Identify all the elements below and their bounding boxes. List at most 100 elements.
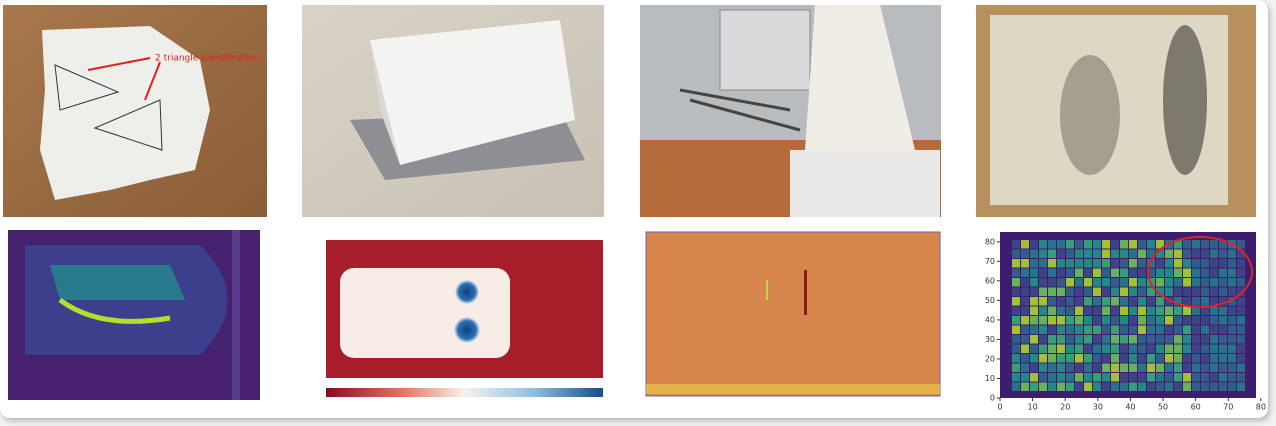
heatmap-cell (1030, 278, 1038, 287)
heatmap-cell (1111, 250, 1119, 259)
heatmap-cell (1129, 335, 1137, 344)
heatmap-cell (1192, 259, 1200, 268)
heatmap-cell (1111, 269, 1119, 278)
heatmap-cell (1228, 373, 1236, 382)
heatmap-cell (1048, 316, 1056, 325)
heatmap-cell (1165, 269, 1173, 278)
heatmap-cell (1174, 307, 1182, 316)
heatmap-cell (1102, 316, 1110, 325)
heatmap-cell (1066, 307, 1074, 316)
heatmap-cell (1201, 259, 1209, 268)
heatmap-cell (1120, 307, 1128, 316)
heatmap-cell (1111, 383, 1119, 392)
heatmap (1000, 232, 1256, 398)
heatmap-cell (1210, 278, 1218, 287)
heatmap-cell (1201, 373, 1209, 382)
heatmap-cell (1084, 307, 1092, 316)
heatmap-cell (1057, 259, 1065, 268)
heatmap-cell (1192, 335, 1200, 344)
heatmap-cell (1030, 269, 1038, 278)
heatmap-cell (1057, 288, 1065, 297)
heatmap-cell (1084, 240, 1092, 249)
heatmap-cell (1228, 316, 1236, 325)
heatmap-cell (1084, 259, 1092, 268)
heatmap-cell (1174, 354, 1182, 363)
heatmap-cell (1039, 364, 1047, 373)
heatmap-cell (1084, 383, 1092, 392)
heatmap-cell (1138, 326, 1146, 335)
heatmap-cell (1102, 345, 1110, 354)
heatmap-cell (1174, 364, 1182, 373)
heatmap-cell (1039, 345, 1047, 354)
heatmap-cell (1183, 335, 1191, 344)
heatmap-cell (1228, 335, 1236, 344)
heatmap (646, 232, 940, 396)
heatmap-cell (1237, 383, 1245, 392)
heatmap-cell (1093, 345, 1101, 354)
heatmap-cell (1039, 354, 1047, 363)
heatmap-cell (1174, 316, 1182, 325)
heatmap-cell (1201, 250, 1209, 259)
heatmap-cell (1147, 345, 1155, 354)
heatmap-cell (1111, 307, 1119, 316)
heatmap-cell (1012, 364, 1020, 373)
heatmap-cell (1147, 383, 1155, 392)
heatmap-cell (1201, 354, 1209, 363)
heatmap-cell (1075, 316, 1083, 325)
heatmap-cell (1237, 259, 1245, 268)
heatmap-cell (1021, 250, 1029, 259)
heatmap-cell (1237, 316, 1245, 325)
heatmap-cell (1057, 373, 1065, 382)
heatmap-cell (1219, 383, 1227, 392)
heatmap-cell (1039, 269, 1047, 278)
y-tick-label: 60 (985, 276, 995, 285)
heatmap-cell (1147, 354, 1155, 363)
heatmap-cell (1210, 240, 1218, 249)
heatmap-cell (1165, 288, 1173, 297)
x-tick-label: 40 (1125, 403, 1135, 412)
heatmap-cell (1030, 326, 1038, 335)
heatmap-cell (1093, 383, 1101, 392)
heatmap-cell (1219, 259, 1227, 268)
heatmap-cell (1102, 383, 1110, 392)
heatmap-cell (1228, 288, 1236, 297)
heatmap-cell (1183, 345, 1191, 354)
heatmap-cell (1228, 278, 1236, 287)
heatmap-cell (1237, 364, 1245, 373)
heatmap-cell (1039, 240, 1047, 249)
heatmap-cell (1174, 288, 1182, 297)
x-tick-label: 20 (1060, 403, 1070, 412)
y-tick-label: 40 (985, 315, 995, 324)
heatmap-cell (1048, 354, 1056, 363)
heatmap-cell (1012, 297, 1020, 306)
heatmap-cell (1111, 335, 1119, 344)
x-tick-label: 30 (1093, 403, 1103, 412)
heatmap-cell (1228, 383, 1236, 392)
heatmap-cell (1057, 383, 1065, 392)
heatmap-cell (1048, 250, 1056, 259)
y-tick-label: 0 (990, 394, 995, 403)
heatmap-cell (1183, 259, 1191, 268)
heatmap-cell (1138, 240, 1146, 249)
heatmap-cell (1111, 240, 1119, 249)
heatmap-cell (1057, 316, 1065, 325)
heatmap-cell (1165, 278, 1173, 287)
heatmap-region (340, 268, 510, 358)
heatmap-cell (1237, 307, 1245, 316)
heatmap-cell (1201, 383, 1209, 392)
heatmap-cell (1156, 307, 1164, 316)
heatmap-cell (1012, 288, 1020, 297)
heatmap-cell (1138, 307, 1146, 316)
heatmap-cell (1237, 297, 1245, 306)
heatmap-cell (1210, 288, 1218, 297)
heatmap-cell (1201, 326, 1209, 335)
heatmap-cell (1174, 373, 1182, 382)
heatmap-cell (1066, 335, 1074, 344)
heatmap-cell (1165, 250, 1173, 259)
heatmap-cell (1084, 250, 1092, 259)
heatmap-cell (1102, 278, 1110, 287)
heatmap-cell (1048, 269, 1056, 278)
heatmap-cell (1066, 250, 1074, 259)
heatmap-cell (1012, 278, 1020, 287)
heatmap-cell (1138, 354, 1146, 363)
